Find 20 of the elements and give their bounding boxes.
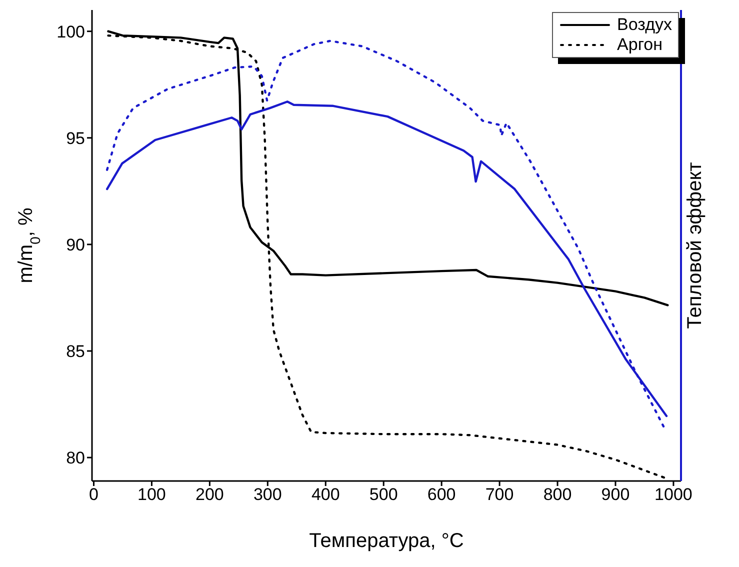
legend-label: Аргон — [617, 35, 663, 55]
legend-label: Воздух — [617, 15, 672, 35]
x-tick-label: 300 — [253, 485, 282, 504]
y-tick-label: 95 — [66, 128, 85, 148]
x-tick-label: 1000 — [654, 485, 692, 504]
x-tick-label: 800 — [543, 485, 572, 504]
x-tick-label: 400 — [311, 485, 340, 504]
x-tick-label: 200 — [195, 485, 224, 504]
y-tick-label: 90 — [66, 235, 85, 254]
x-tick-label: 600 — [427, 485, 456, 504]
y-tick-label: 80 — [66, 448, 85, 468]
x-tick-label: 700 — [485, 485, 514, 504]
x-tick-label: 900 — [601, 485, 630, 504]
x-tick-label: 0 — [89, 485, 98, 504]
y-tick-label: 100 — [56, 22, 85, 42]
y2-axis-title: Тепловой эффект — [684, 162, 706, 329]
x-axis-title: Температура, °C — [309, 530, 464, 552]
x-tick-label: 100 — [138, 485, 166, 504]
x-tick-label: 500 — [369, 485, 398, 504]
y-tick-label: 85 — [66, 342, 85, 362]
